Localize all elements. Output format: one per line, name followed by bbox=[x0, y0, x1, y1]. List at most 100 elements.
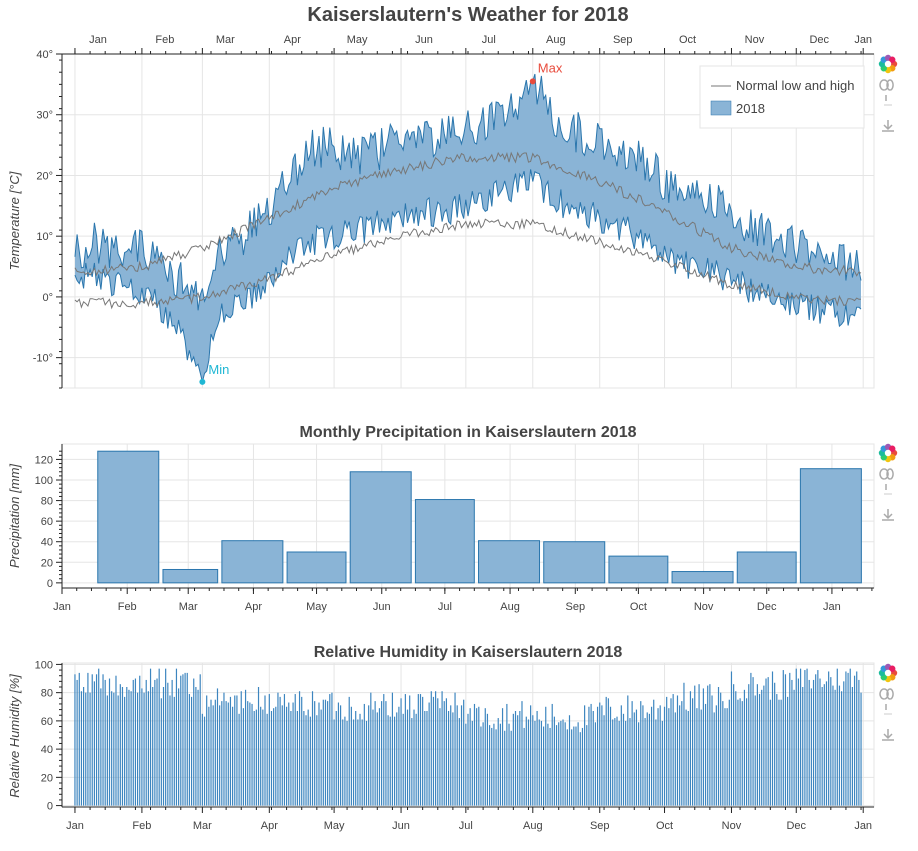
humidity-bar bbox=[471, 720, 473, 806]
humidity-bar bbox=[536, 711, 538, 806]
humid-x-tick-label-6: Jul bbox=[459, 820, 473, 832]
bokeh-logo-icon bbox=[878, 663, 898, 683]
humidity-bar bbox=[558, 722, 560, 806]
humidity-bar bbox=[473, 703, 476, 806]
wheel-zoom-icon[interactable] bbox=[879, 468, 894, 490]
humidity-bar bbox=[815, 674, 817, 806]
precip-x-tick-label-8: Sep bbox=[565, 601, 585, 613]
humidity-bar bbox=[262, 709, 264, 806]
humidity-bar bbox=[324, 699, 327, 806]
humidity-bar bbox=[832, 685, 834, 806]
save-download-icon[interactable] bbox=[882, 120, 894, 132]
humidity-bar bbox=[182, 674, 184, 806]
precip-x-tick-label-2: Mar bbox=[179, 601, 198, 613]
temperature-chart: Kaiserslautern's Weather for 2018 Max Min… bbox=[7, 4, 875, 389]
humidity-bar bbox=[735, 691, 737, 806]
humidity-bar bbox=[478, 706, 480, 806]
precip-y-tick-label-0: 0 bbox=[47, 578, 53, 590]
humidity-bar bbox=[275, 706, 277, 806]
humidity-bar bbox=[605, 696, 607, 806]
precip-y-tick-label-5: 100 bbox=[35, 475, 53, 487]
humidity-bar bbox=[398, 706, 400, 806]
humidity-bar bbox=[447, 711, 450, 806]
humidity-bar bbox=[776, 694, 778, 806]
save-download-glyph bbox=[882, 729, 894, 741]
humidity-bar bbox=[741, 701, 743, 806]
humidity-bar bbox=[627, 695, 629, 806]
humidity-bar bbox=[635, 709, 638, 806]
humidity-bar bbox=[538, 719, 540, 806]
humidity-bar bbox=[659, 705, 661, 806]
humidity-bar bbox=[458, 718, 460, 806]
humidity-bar bbox=[549, 727, 551, 806]
humidity-bar bbox=[378, 708, 381, 806]
precip-y-tick-label-6: 120 bbox=[35, 454, 53, 466]
humidity-bar bbox=[810, 688, 812, 806]
humidity-bar bbox=[685, 709, 687, 806]
humidity-bar bbox=[577, 722, 579, 806]
humidity-bar bbox=[417, 694, 419, 806]
humidity-bar bbox=[229, 696, 232, 806]
humidity-bar bbox=[247, 701, 249, 806]
humidity-bar bbox=[523, 727, 525, 806]
humidity-bar bbox=[186, 672, 188, 806]
humidity-bar bbox=[365, 720, 368, 806]
humidity-bar bbox=[817, 670, 819, 806]
humidity-bar bbox=[240, 691, 242, 806]
humidity-bar bbox=[713, 712, 715, 806]
humidity-bar bbox=[85, 692, 87, 806]
humidity-bar bbox=[249, 702, 251, 806]
humidity-bar bbox=[292, 702, 294, 806]
humidity-bar bbox=[210, 699, 212, 806]
temp-x-tick-label-12: Jan bbox=[854, 34, 872, 46]
humidity-bar bbox=[415, 713, 417, 806]
save-download-glyph bbox=[882, 509, 894, 521]
humidity-bar bbox=[128, 689, 130, 806]
humidity-bar bbox=[260, 706, 262, 806]
humid-x-tick-label-12: Jan bbox=[854, 820, 872, 832]
wheel-zoom-icon[interactable] bbox=[879, 79, 894, 101]
humidity-bar bbox=[631, 701, 633, 806]
humidity-bar bbox=[534, 720, 536, 806]
humidity-bar bbox=[702, 688, 704, 806]
wheel-zoom-icon[interactable] bbox=[879, 688, 894, 710]
humidity-bar bbox=[311, 691, 314, 806]
precip-bar-dec bbox=[799, 468, 862, 584]
humidity-bar bbox=[696, 708, 698, 806]
humidity-bar bbox=[456, 705, 458, 806]
humidity-bar bbox=[359, 713, 361, 806]
humidity-bar bbox=[206, 695, 208, 806]
humidity-bar bbox=[607, 698, 609, 806]
humidity-bar bbox=[404, 694, 406, 806]
humidity-bar bbox=[333, 719, 335, 806]
humidity-bar bbox=[679, 705, 681, 806]
temp-x-tick-label-3: Apr bbox=[284, 34, 301, 46]
humidity-bar bbox=[232, 706, 234, 806]
humidity-bar bbox=[465, 723, 467, 806]
humidity-bar bbox=[674, 712, 676, 806]
temp-y-tick-label-1: 0° bbox=[42, 292, 53, 304]
humidity-bar bbox=[309, 716, 311, 806]
temp-y-tick-label-4: 30° bbox=[36, 110, 53, 122]
humidity-bar bbox=[352, 719, 355, 806]
legend-2018-label: 2018 bbox=[736, 101, 765, 116]
humidity-bar bbox=[288, 702, 290, 806]
humidity-bar bbox=[752, 677, 754, 806]
humidity-bar bbox=[102, 674, 104, 806]
humidity-bar bbox=[469, 708, 471, 806]
humidity-bar bbox=[799, 668, 802, 806]
bokeh-logo-dot bbox=[889, 56, 896, 63]
save-download-icon[interactable] bbox=[882, 729, 894, 741]
humidity-bar bbox=[603, 715, 605, 806]
humidity-bar bbox=[622, 713, 625, 806]
humidity-bar bbox=[571, 729, 573, 806]
humidity-bar bbox=[486, 713, 489, 806]
humidity-y-axis-label: Relative Humidity [%] bbox=[7, 674, 22, 798]
temperature-band-2018 bbox=[74, 73, 862, 383]
humidity-bar bbox=[780, 699, 782, 806]
save-download-icon[interactable] bbox=[882, 509, 894, 521]
humidity-bar bbox=[722, 701, 724, 806]
humidity-bar bbox=[180, 675, 182, 806]
humidity-bar bbox=[337, 702, 340, 806]
humidity-bar bbox=[823, 684, 825, 806]
